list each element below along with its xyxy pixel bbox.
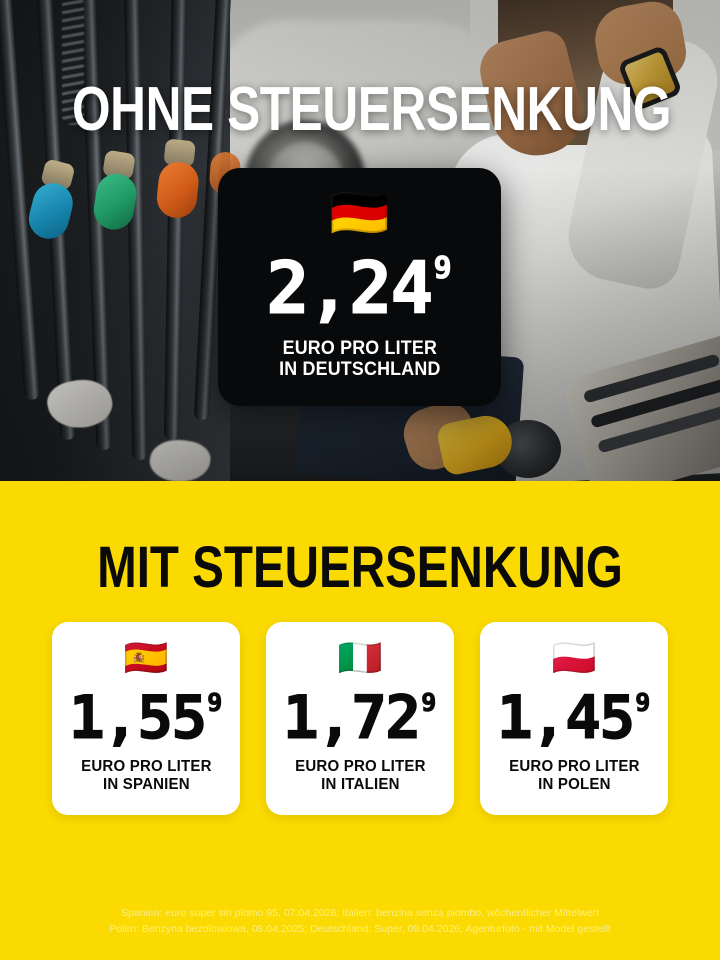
price-main: 1,72	[282, 683, 421, 753]
italy-flag-icon: 🇮🇹	[337, 637, 383, 678]
caption-line-2: IN SPANIEN	[102, 776, 190, 793]
price-value-spain: 1,55 9	[68, 683, 224, 753]
germany-flag-icon: 🇩🇪	[329, 187, 390, 240]
price-value-poland: 1,45 9	[496, 683, 652, 753]
caption-line-1: EURO PRO LITER	[282, 338, 437, 359]
price-card-germany: 🇩🇪 2,24 9 EURO PRO LITER IN DEUTSCHLAND	[218, 168, 501, 406]
price-caption-poland: EURO PRO LITER IN POLEN	[509, 758, 639, 794]
price-main: 2,24	[266, 246, 434, 330]
price-superscript: 9	[421, 688, 438, 717]
footer-disclaimer: Spanien: euro super sin plomo 95, 07.04.…	[0, 905, 720, 937]
price-caption-germany: EURO PRO LITER IN DEUTSCHLAND	[279, 338, 440, 380]
hose-coil	[62, 0, 84, 125]
price-caption-spain: EURO PRO LITER IN SPANIEN	[81, 758, 211, 794]
caption-line-2: IN POLEN	[537, 776, 611, 793]
poland-flag-icon: 🇵🇱	[551, 637, 597, 678]
price-value-italy: 1,72 9	[282, 683, 438, 753]
price-main: 1,45	[496, 683, 635, 753]
top-headline: OHNE STEUERSENKUNG	[72, 75, 672, 144]
footer-line-2: Polen: Benzyna bezolowiowa, 08.04.2025; …	[109, 923, 611, 935]
price-card-poland: 🇵🇱 1,45 9 EURO PRO LITER IN POLEN	[480, 622, 668, 815]
country-cards-row: 🇪🇸 1,55 9 EURO PRO LITER IN SPANIEN 🇮🇹 1…	[52, 622, 668, 815]
caption-line-1: EURO PRO LITER	[294, 758, 426, 775]
price-card-spain: 🇪🇸 1,55 9 EURO PRO LITER IN SPANIEN	[52, 622, 240, 815]
price-superscript: 9	[433, 251, 453, 286]
bottom-headline: MIT STEUERSENKUNG	[97, 535, 623, 600]
fuel-pump-column	[0, 0, 242, 481]
price-superscript: 9	[635, 688, 652, 717]
footer-line-1: Spanien: euro super sin plomo 95, 07.04.…	[120, 907, 600, 919]
caption-line-1: EURO PRO LITER	[508, 758, 640, 775]
caption-line-1: EURO PRO LITER	[80, 758, 212, 775]
price-superscript: 9	[207, 688, 224, 717]
yellow-section: MIT STEUERSENKUNG 🇪🇸 1,55 9 EURO PRO LIT…	[0, 481, 720, 960]
price-value-germany: 2,24 9	[266, 246, 453, 330]
caption-line-2: IN ITALIEN	[320, 776, 400, 793]
caption-line-2: IN DEUTSCHLAND	[278, 359, 441, 380]
price-card-italy: 🇮🇹 1,72 9 EURO PRO LITER IN ITALIEN	[266, 622, 454, 815]
gas-station-photo: OHNE STEUERSENKUNG 🇩🇪 2,24 9 EURO PRO LI…	[0, 0, 720, 481]
spain-flag-icon: 🇪🇸	[123, 637, 169, 678]
price-caption-italy: EURO PRO LITER IN ITALIEN	[295, 758, 425, 794]
price-main: 1,55	[68, 683, 207, 753]
